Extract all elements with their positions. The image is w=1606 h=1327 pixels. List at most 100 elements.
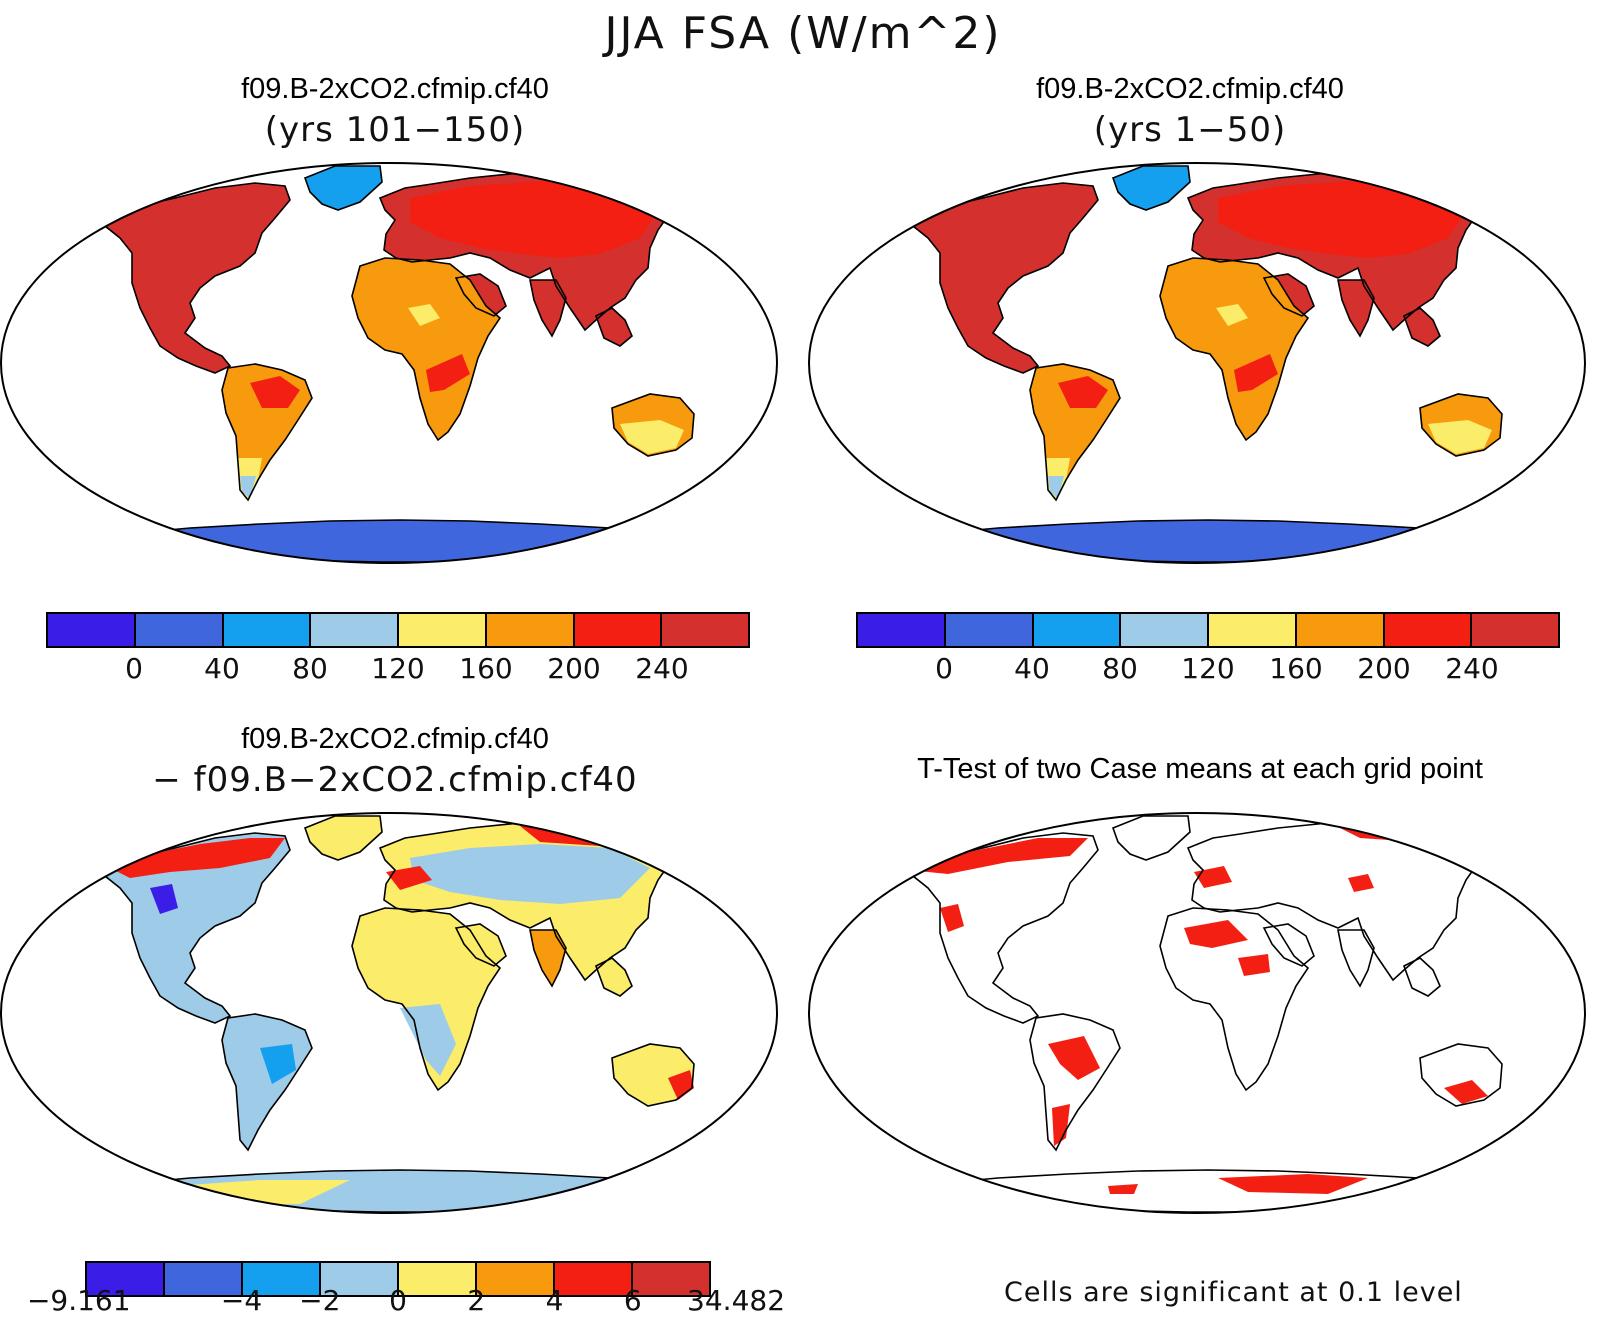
colorbar-tick-label: 34.482: [687, 1284, 786, 1317]
ttest-significance-note: Cells are significant at 0.1 level: [1004, 1277, 1463, 1308]
land-arabia: [1264, 924, 1314, 966]
field-region: [352, 908, 500, 1090]
map-boundary: [0, 812, 778, 1214]
panel-title-top-left: f09.B-2xCO2.cfmip.cf40: [241, 73, 549, 105]
map-bottom-left: [0, 812, 778, 1214]
land-india: [1338, 930, 1374, 986]
map-boundary: [808, 162, 1586, 564]
land-southeast-asia: [596, 958, 632, 996]
coastline-australia: [611, 1043, 695, 1107]
colorbar-tick-label: 200: [1357, 652, 1411, 685]
coastline-arabia: [454, 923, 507, 967]
field-region: [620, 420, 684, 454]
coastline-india: [529, 279, 567, 338]
panel-subtitle-top-left: (yrs 101−150): [264, 110, 526, 150]
coastline-north-america: [103, 832, 291, 1024]
field-region: [222, 1014, 312, 1150]
field-region: [426, 354, 470, 392]
field-region: [1194, 866, 1232, 888]
colorbar-tick-label: 160: [1269, 652, 1323, 685]
colorbar-swatch: [1209, 614, 1297, 646]
field-region: [1160, 258, 1308, 440]
field-region: [1048, 476, 1064, 498]
colorbar-tick-label: 120: [1181, 652, 1235, 685]
coastline-india: [1337, 929, 1375, 988]
colorbar-swatch: [165, 1263, 243, 1295]
colorbar-tick-label: 2: [467, 1284, 486, 1317]
colorbar-tick-label: 240: [1445, 652, 1499, 685]
colorbar-tick-label: 200: [547, 652, 601, 685]
colorbar-swatch: [1296, 614, 1385, 646]
coastline-south-america: [1029, 363, 1121, 502]
coastline-greenland: [303, 165, 383, 211]
colorbar-swatch: [135, 614, 224, 646]
colorbar-swatch: [399, 1263, 477, 1295]
colorbar-swatch: [1121, 614, 1209, 646]
colorbar-tick-label: 40: [204, 652, 240, 685]
colorbar-swatch: [574, 614, 663, 646]
coastline-australia: [1419, 1043, 1503, 1107]
colorbar-tick-label: −9.161: [26, 1284, 131, 1317]
field-region: [1216, 304, 1248, 326]
colorbar-tick-label: 120: [371, 652, 425, 685]
colorbar-tick-label: 0: [935, 652, 953, 685]
colorbar-tick-label: 80: [1102, 652, 1138, 685]
field-region: [1428, 420, 1492, 454]
coastline-arabia: [1262, 273, 1315, 317]
field-region: [410, 180, 660, 258]
field-region: [240, 476, 256, 498]
map-top-left: [0, 162, 778, 564]
colorbar-swatch: [858, 614, 946, 646]
field-region: [668, 1070, 694, 1100]
map-boundary: [808, 812, 1586, 1214]
coastline-arabia: [1262, 923, 1315, 967]
field-region: [408, 304, 440, 326]
colorbar-tick-label: −2: [299, 1284, 341, 1317]
land-north-america: [913, 183, 1098, 373]
colorbar-swatch: [486, 614, 575, 646]
field-region: [150, 884, 178, 914]
map-top-right: [808, 162, 1586, 564]
colorbar-tick-label: 80: [292, 652, 328, 685]
colorbar-labels-bottom-left: −9.161 −4 −2 0 2 4 6 34.482: [27, 1284, 785, 1324]
colorbar-tick-label: 0: [389, 1284, 407, 1317]
field-region: [105, 833, 290, 1023]
field-region: [1052, 1104, 1070, 1146]
field-region: [386, 866, 432, 890]
colorbar-swatch: [399, 614, 487, 646]
panel-title-bottom-right: T-Test of two Case means at each grid po…: [917, 753, 1483, 785]
land-north-america: [105, 183, 290, 373]
colorbar-swatch: [633, 1263, 709, 1295]
coastline-greenland: [1111, 815, 1191, 861]
coastline-arabia: [454, 273, 507, 317]
field-region: [940, 904, 964, 932]
coastline-africa: [1159, 907, 1310, 1092]
colorbar-top-left: [46, 612, 750, 648]
panel-title-top-right: f09.B-2xCO2.cfmip.cf40: [1036, 73, 1344, 105]
coastline-southeast-asia: [595, 957, 633, 997]
coastline-north-america: [103, 182, 291, 374]
panel-title-bottom-left: f09.B-2xCO2.cfmip.cf40: [241, 723, 549, 755]
field-region: [908, 838, 1088, 874]
field-region: [260, 1044, 296, 1084]
colorbar-tick-label: 4: [545, 1284, 564, 1317]
map-land-layer: [103, 165, 695, 563]
colorbar-swatch: [662, 614, 748, 646]
map-land-layer: [103, 815, 695, 1213]
coastline-australia: [1419, 393, 1503, 457]
coastline-southeast-asia: [1403, 957, 1441, 997]
coastline-north-america: [911, 182, 1099, 374]
field-region: [1348, 874, 1374, 892]
colorbar-tick-label: −4: [220, 1284, 263, 1317]
colorbar-labels-top-right: 0 40 80 120 160 200 240: [856, 652, 1560, 692]
colorbar-tick-label: 160: [459, 652, 513, 685]
field-region: [1238, 954, 1270, 976]
field-region: [612, 1044, 694, 1106]
field-region: [530, 930, 566, 986]
land-southeast-asia: [1404, 308, 1440, 346]
colorbar-swatch: [1384, 614, 1473, 646]
panel-subtitle-top-right: (yrs 1−50): [1093, 110, 1287, 150]
field-region: [1218, 1174, 1368, 1194]
colorbar-swatch: [1033, 614, 1122, 646]
land-south-america: [1030, 1014, 1120, 1150]
